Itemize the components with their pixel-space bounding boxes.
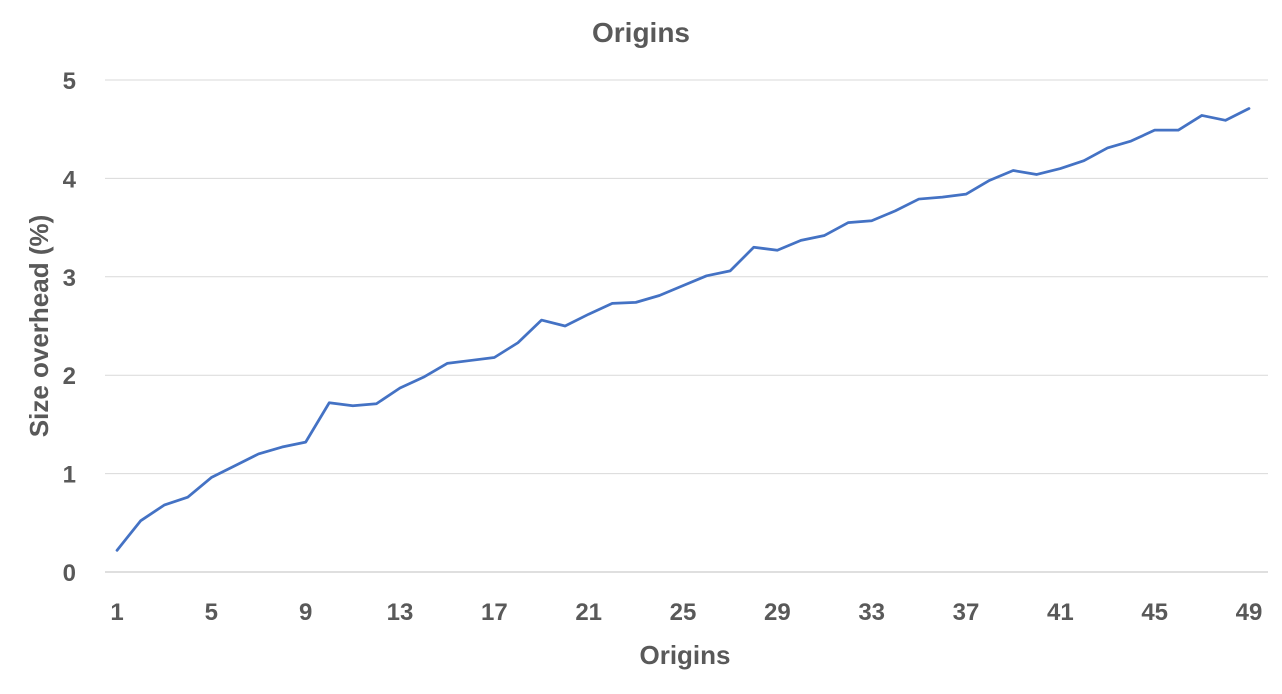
x-tick-label: 21 [575,599,602,626]
gridlines [105,79,1268,573]
x-tick-label: 9 [299,599,312,626]
x-axis-ticks: 1 5 9 13 17 21 25 29 33 37 41 45 49 [110,599,1262,626]
y-axis-title: Size overhead (%) [24,215,54,438]
x-tick-label: 33 [858,599,885,626]
x-tick-label: 13 [387,599,414,626]
x-tick-label: 49 [1236,599,1263,626]
x-tick-label: 25 [670,599,697,626]
y-tick-label: 0 [63,560,76,587]
series-line-0 [115,107,1251,552]
chart-title: Origins [592,17,690,48]
x-tick-label: 17 [481,599,508,626]
x-axis-title: Origins [639,640,730,670]
y-tick-label: 1 [63,462,76,489]
x-tick-label: 29 [764,599,791,626]
series-layer [115,107,1251,552]
y-axis-ticks: 0 1 2 3 4 5 [63,68,77,587]
x-tick-label: 45 [1141,599,1168,626]
x-tick-label: 37 [953,599,980,626]
y-tick-label: 3 [63,265,76,292]
x-tick-label: 5 [205,599,218,626]
y-tick-label: 2 [63,363,76,390]
x-tick-label: 41 [1047,599,1074,626]
x-tick-label: 1 [110,599,123,626]
y-tick-label: 5 [63,68,76,95]
y-tick-label: 4 [63,166,77,193]
